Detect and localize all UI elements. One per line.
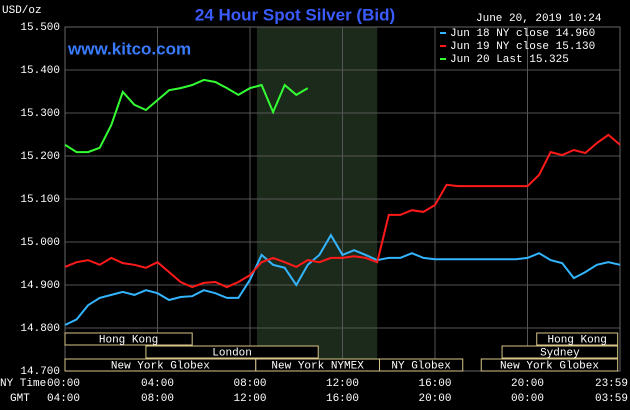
series-line (64, 233, 621, 326)
x2-axis-label: GMT (10, 393, 30, 405)
series-line (64, 133, 621, 289)
x2-tick-label: 08:00 (141, 393, 174, 405)
session-box (145, 345, 319, 359)
y-tick-label: 14.700 (20, 366, 60, 378)
chart-title: 24 Hour Spot Silver (Bid) (195, 5, 395, 24)
series-line (64, 78, 309, 154)
y-tick-label: 15.400 (20, 65, 60, 77)
session-label: New York NYMEX (271, 360, 364, 372)
legend-label: Jun 19 NY close 15.130 (450, 41, 595, 53)
timestamp: June 20, 2019 10:24 (476, 13, 602, 25)
y-tick-label: 15.000 (20, 237, 60, 249)
watermark: www.kitco.com (67, 39, 191, 58)
x-tick-label: 00:00 (47, 378, 80, 390)
x-tick-label: 12:00 (326, 378, 359, 390)
session-label: Hong Kong (548, 334, 607, 346)
x2-tick-label: 04:00 (47, 393, 80, 405)
x2-tick-label: 00:00 (511, 393, 544, 405)
y-tick-label: 15.300 (20, 108, 60, 120)
x2-tick-label: 16:00 (326, 393, 359, 405)
session-box (536, 332, 619, 346)
y-axis-label: USD/oz (2, 5, 42, 17)
x2-tick-label: 03:59 (595, 393, 628, 405)
x-axis-label: NY Time (0, 378, 46, 390)
y-tick-label: 15.200 (20, 151, 60, 163)
session-box (501, 345, 619, 359)
session-label: Sydney (540, 347, 580, 359)
session-label: London (212, 347, 252, 359)
x2-tick-label: 12:00 (233, 393, 266, 405)
legend-label: Jun 20 Last 15.325 (450, 54, 569, 66)
session-box (379, 358, 464, 372)
y-tick-label: 14.800 (20, 323, 60, 335)
session-box (64, 332, 193, 346)
y-tick-label: 15.100 (20, 194, 60, 206)
x-tick-label: 04:00 (141, 378, 174, 390)
x-tick-label: 20:00 (511, 378, 544, 390)
y-tick-label: 14.900 (20, 280, 60, 292)
session-label: NY Globex (391, 360, 451, 372)
session-label: New York Globex (111, 360, 210, 372)
x-tick-label: 08:00 (233, 378, 266, 390)
session-box (480, 358, 619, 372)
x-tick-label: 16:00 (418, 378, 451, 390)
session-label: New York Globex (500, 360, 599, 372)
legend-label: Jun 18 NY close 14.960 (450, 28, 595, 40)
x-tick-label: 23:59 (595, 378, 628, 390)
x2-tick-label: 20:00 (418, 393, 451, 405)
y-tick-label: 15.500 (20, 22, 60, 34)
session-label: Hong Kong (99, 334, 158, 346)
